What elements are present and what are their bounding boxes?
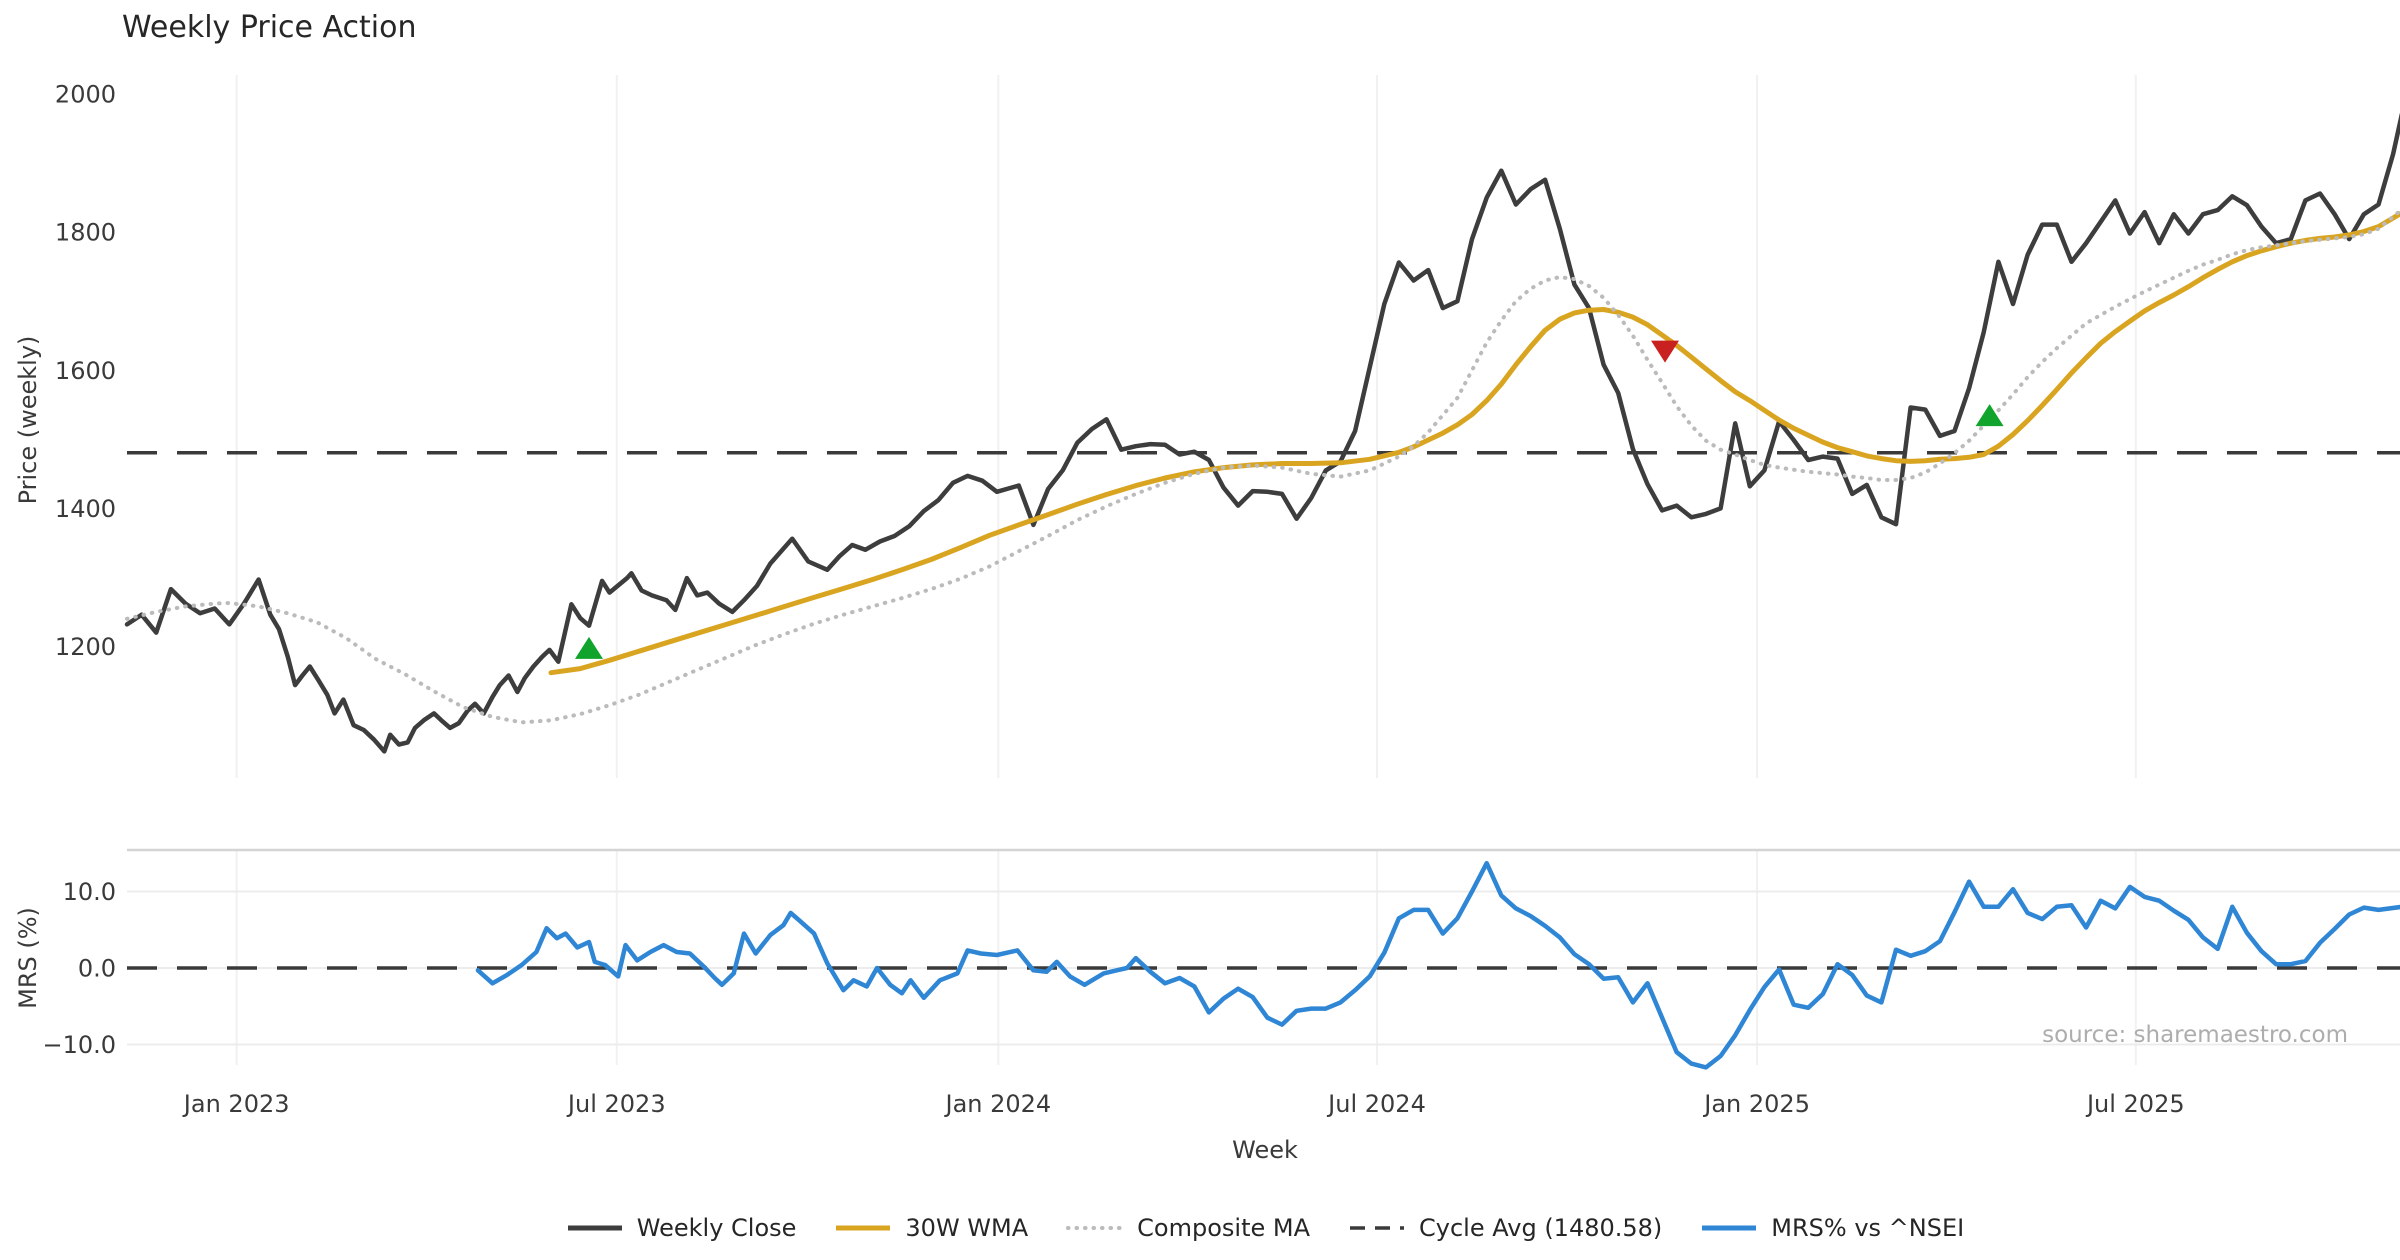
x-tick: Jan 2025: [1702, 1090, 1810, 1118]
price-ytick: 1400: [55, 495, 116, 523]
price-ytick: 2000: [55, 81, 116, 109]
price-ytick: 1800: [55, 219, 116, 247]
series-30w-wma: [548, 211, 2400, 676]
x-tick: Jul 2025: [2085, 1090, 2185, 1118]
mrs-ytick: −10.0: [42, 1031, 116, 1059]
x-axis-title: Week: [1232, 1136, 1298, 1164]
legend-label: Composite MA: [1137, 1214, 1311, 1242]
legend-item-weekly-close: Weekly Close: [566, 1214, 797, 1242]
legend-label: Weekly Close: [636, 1214, 797, 1242]
legend-swatch-icon: [1066, 1226, 1125, 1230]
chart-title: Weekly Price Action: [122, 10, 417, 45]
x-tick: Jan 2024: [944, 1090, 1052, 1118]
legend-item-composite-ma: Composite MA: [1066, 1214, 1310, 1242]
x-tick: Jul 2024: [1326, 1090, 1426, 1118]
legend: Weekly Close 30W WMA Composite MA Cycle Avg…: [130, 1206, 2400, 1250]
legend-item-30w-wma: 30W WMA: [834, 1214, 1028, 1242]
sell-signal-marker-icon: [1651, 340, 1680, 363]
x-tick: Jul 2023: [566, 1090, 666, 1118]
legend-label: MRS% vs ^NSEI: [1771, 1214, 1965, 1242]
series-weekly-close: [124, 112, 2400, 754]
buy-signal-marker-icon: [1975, 404, 2004, 427]
mrs-ytick: 0.0: [78, 955, 116, 983]
legend-swatch-icon: [1350, 1226, 1405, 1230]
series-mrs-vs-nsei: [475, 860, 2400, 1070]
mrs-axis-title: MRS (%): [14, 907, 42, 1009]
legend-swatch-icon: [567, 1225, 622, 1231]
legend-swatch-icon: [1702, 1225, 1757, 1231]
series-composite-ma: [125, 208, 2400, 725]
legend-item-cycle-avg-1480-58-: Cycle Avg (1480.58): [1348, 1214, 1662, 1242]
legend-swatch-icon: [836, 1225, 891, 1231]
legend-label: 30W WMA: [905, 1214, 1029, 1242]
source-watermark: source: sharemaestro.com: [2042, 1022, 2348, 1048]
buy-signal-marker-icon: [574, 636, 603, 659]
price-ytick: 1600: [55, 357, 116, 385]
legend-item-mrs-vs-nsei: MRS% vs ^NSEI: [1700, 1214, 1964, 1242]
legend-label: Cycle Avg (1480.58): [1419, 1214, 1663, 1242]
mrs-ytick: 10.0: [63, 878, 116, 906]
price-axis-title: Price (weekly): [14, 335, 42, 505]
price-ytick: 1200: [55, 633, 116, 661]
x-tick: Jan 2023: [182, 1090, 290, 1118]
